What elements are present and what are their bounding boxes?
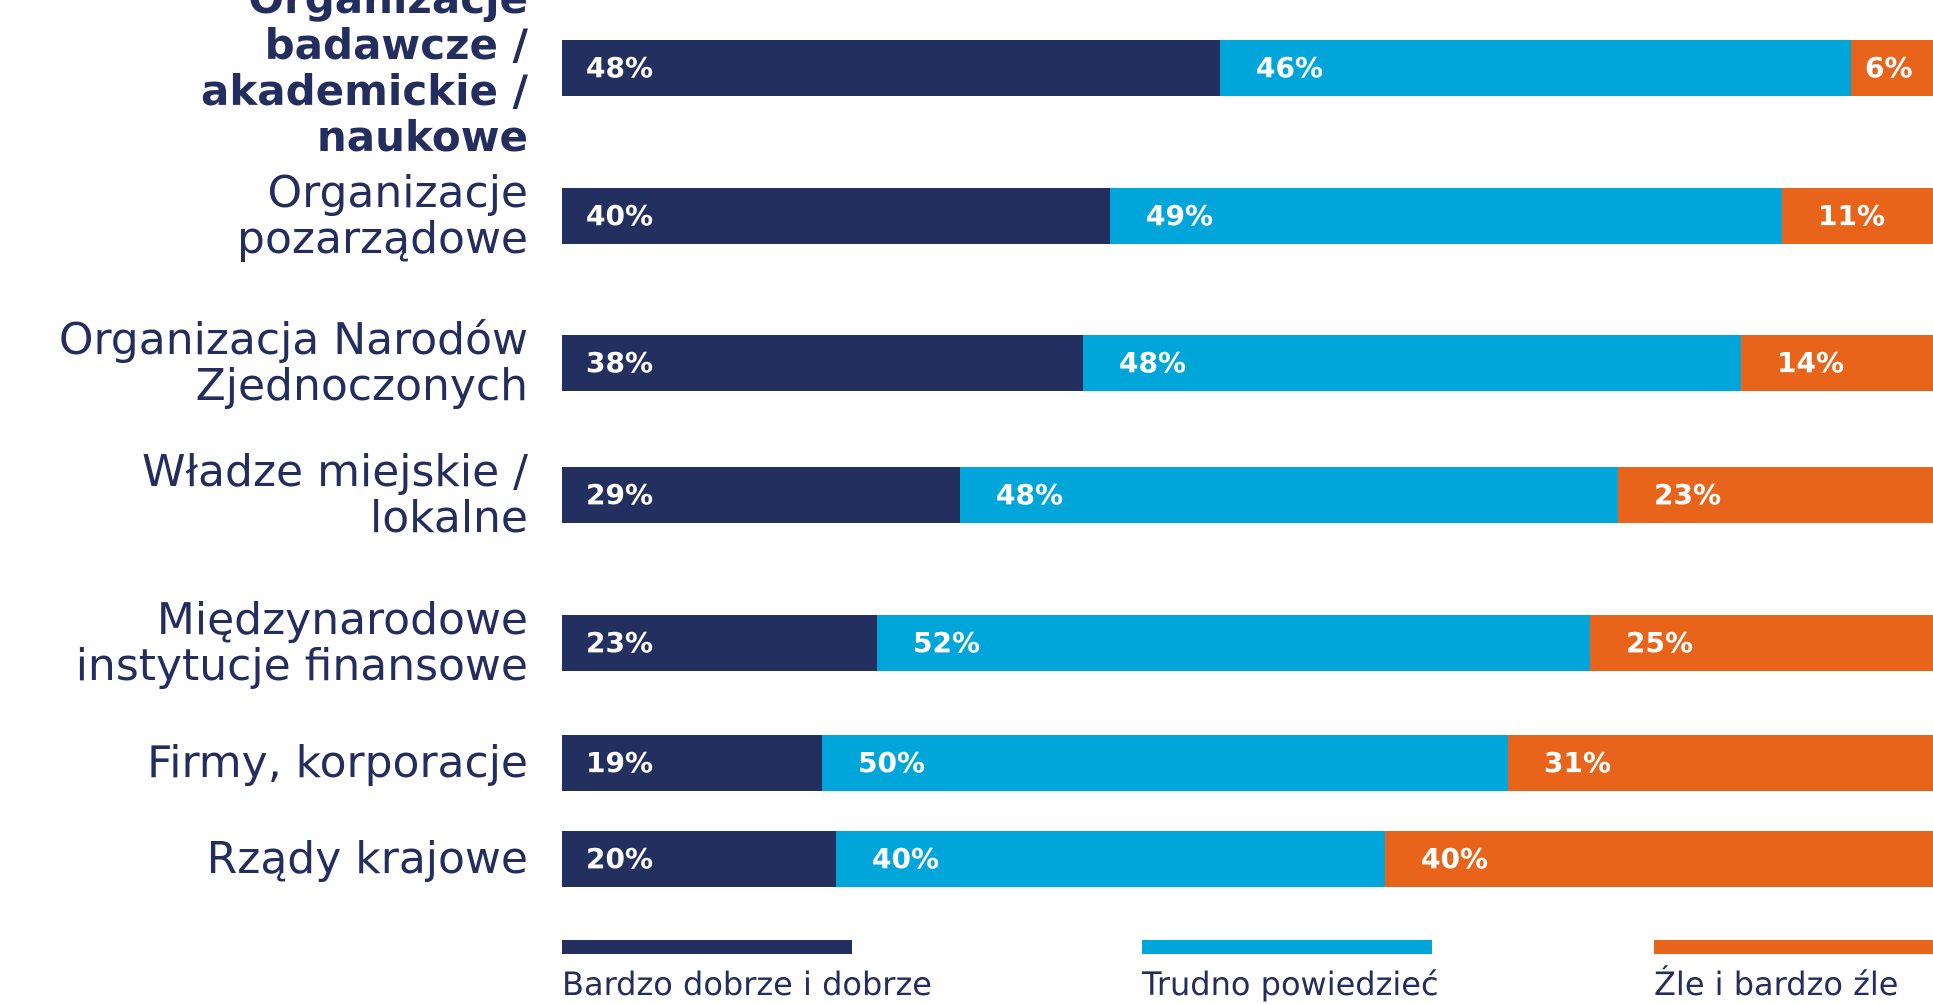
bar-row: 29% 48% 23% [562,467,1933,523]
bar-segment [1385,831,1933,887]
category-label: Rządy krajowe [206,833,528,884]
bar-segment [1782,188,1933,244]
legend-label: Źle i bardzo źle [1654,965,1899,1003]
bar-row: 48% 46% 6% [562,40,1933,96]
bar-segment [1851,40,1933,96]
bar-segment [836,831,1385,887]
data-label: 29% [586,478,654,511]
bar-segment [1220,40,1851,96]
category-label: Firmy, korporacje [147,737,528,788]
bar-segment [1110,188,1782,244]
bar-segment [562,615,877,671]
bar-segment [1618,467,1933,523]
data-label: 14% [1777,346,1845,379]
data-label: 31% [1544,746,1612,779]
data-label: 40% [586,199,654,232]
data-label: 20% [586,842,654,875]
data-label: 48% [996,478,1064,511]
bar-row: 38% 48% 14% [562,335,1933,391]
legend-label: Bardzo dobrze i dobrze [562,965,932,1003]
legend-swatch [1142,940,1432,954]
bar-segment [562,188,1110,244]
bar-segment [822,735,1508,791]
legend-swatch [562,940,852,954]
bar-segment [562,40,1220,96]
data-label: 38% [586,346,654,379]
bar-segment [1741,335,1933,391]
bar-segment [562,335,1083,391]
data-label: 48% [1119,346,1187,379]
bar-segment [562,831,836,887]
category-label: Organizacja Narodów Zjednoczonych [58,314,528,411]
data-label: 46% [1256,51,1324,84]
data-label: 52% [913,626,981,659]
bar-row: 20% 40% 40% [562,831,1933,887]
data-label: 48% [586,51,654,84]
category-label: Organizacje badawcze / akademickie / nau… [201,0,528,161]
bar-segment [877,615,1590,671]
category-label: Organizacje pozarządowe [237,167,528,264]
data-label: 23% [1654,478,1722,511]
data-label: 19% [586,746,654,779]
bar-row: 23% 52% 25% [562,615,1933,671]
bar-segment [1083,335,1741,391]
bar-row: 19% 50% 31% [562,735,1933,791]
data-label: 49% [1146,199,1214,232]
data-label: 40% [1421,842,1489,875]
bar-segment [960,467,1618,523]
legend-swatch [1654,940,1933,954]
bar-row: 40% 49% 11% [562,188,1933,244]
data-label: 50% [858,746,926,779]
data-label: 25% [1626,626,1694,659]
legend-label: Trudno powiedzieć [1142,965,1439,1003]
bar-segment [1508,735,1933,791]
data-label: 40% [872,842,940,875]
bar-segment [562,735,822,791]
data-label: 11% [1818,199,1886,232]
category-label: Międzynarodowe instytucje finansowe [75,594,528,691]
category-label: Władze miejskie / lokalne [142,446,528,543]
bar-segment [562,467,960,523]
data-label: 6% [1865,51,1913,84]
bar-segment [1590,615,1933,671]
data-label: 23% [586,626,654,659]
